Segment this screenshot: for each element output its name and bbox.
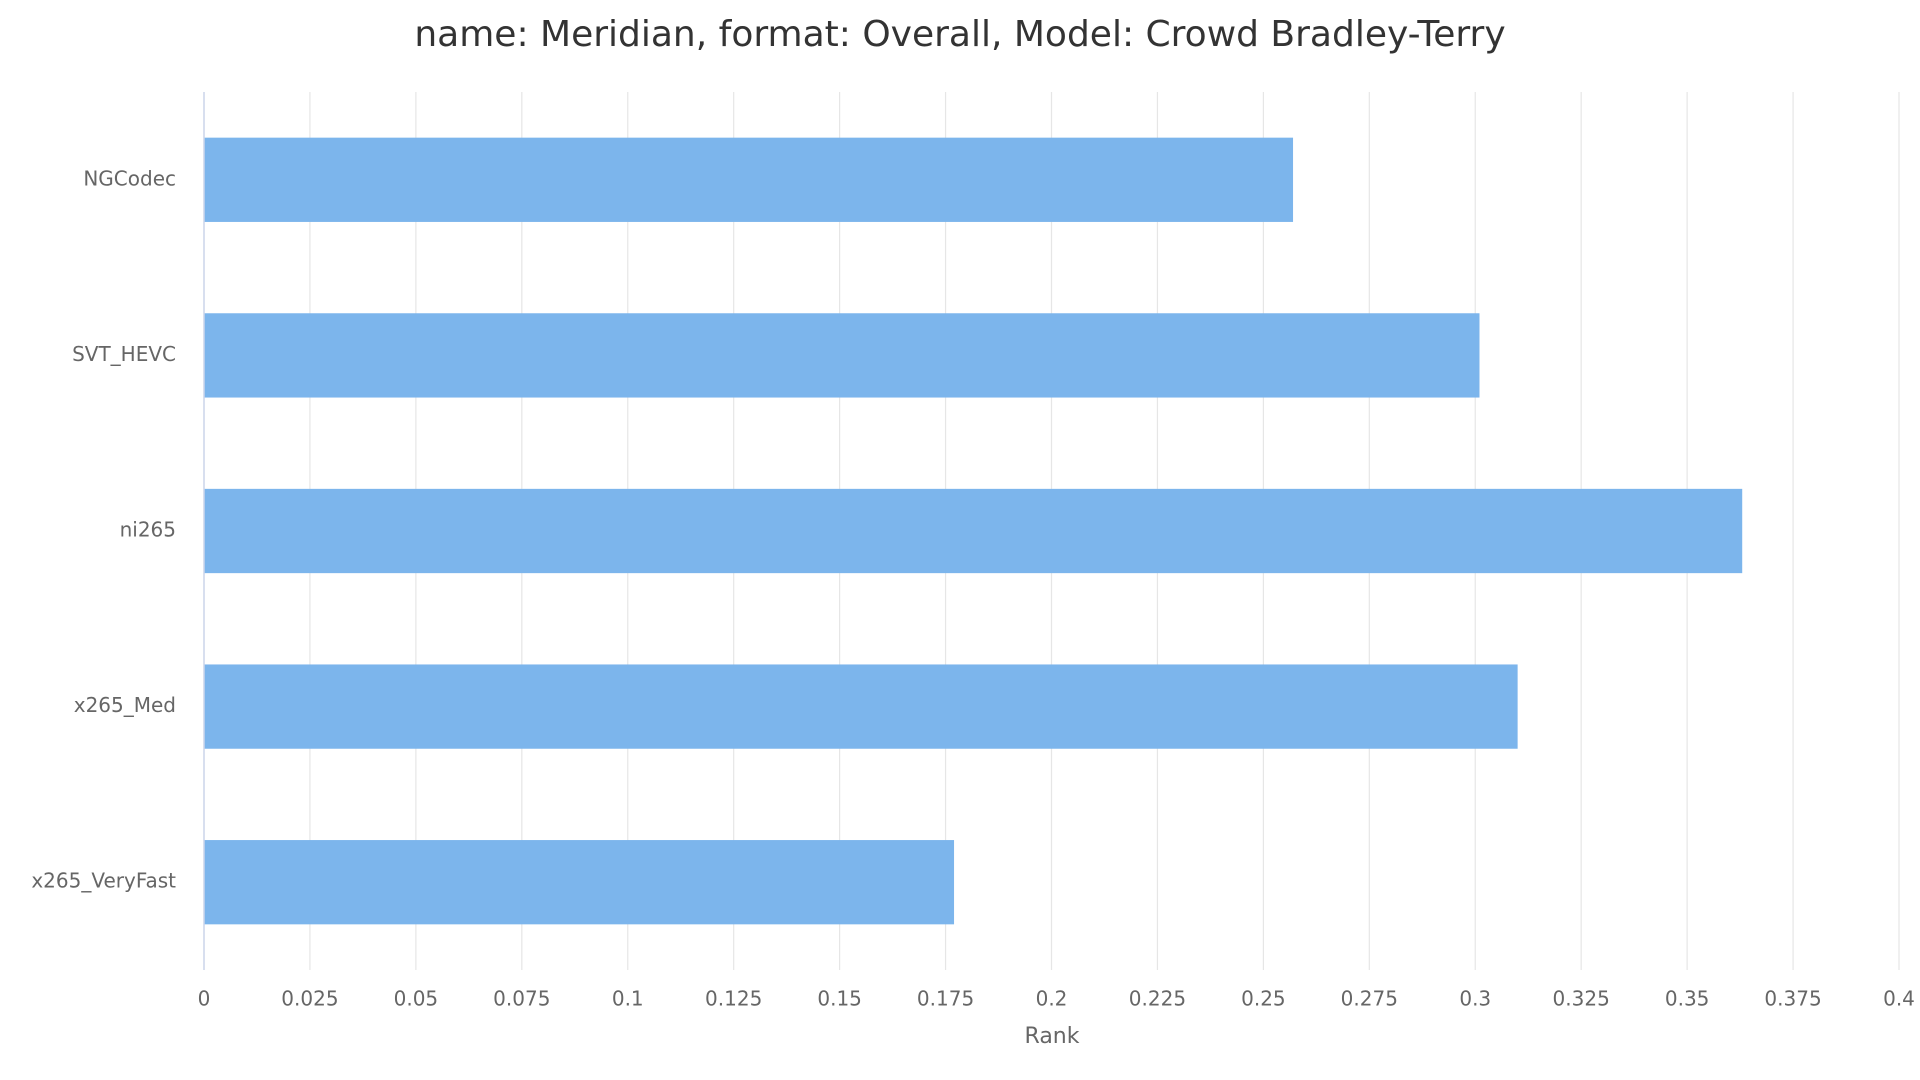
grid: 0 0.025 0.05 0.075 0.1 0.125 0.15 0.175 0.2 0.225… — [198, 92, 1915, 1011]
y-tick-label: NGCodec — [83, 166, 176, 190]
y-tick-label: x265_VeryFast — [31, 869, 176, 893]
x-tick-label: 0.05 — [394, 987, 439, 1011]
x-tick-label: 0.025 — [281, 987, 338, 1011]
x-tick-label: 0.15 — [817, 987, 862, 1011]
x-tick-label: 0.35 — [1665, 987, 1710, 1011]
x-tick-label: 0.375 — [1764, 987, 1821, 1011]
x-tick-label: 0.225 — [1129, 987, 1186, 1011]
bar — [204, 664, 1518, 749]
x-tick-label: 0.325 — [1553, 987, 1610, 1011]
y-tick-label: SVT_HEVC — [72, 342, 176, 366]
bar — [204, 313, 1480, 398]
bars: NGCodec SVT_HEVC ni265 x265_Med x265_VeryFas… — [31, 137, 1743, 925]
bar — [204, 488, 1743, 574]
y-tick-label: x265_Med — [74, 693, 176, 717]
x-tick-label: 0.075 — [493, 987, 550, 1011]
x-tick-label: 0.1 — [612, 987, 644, 1011]
x-axis-label: Rank — [1025, 1024, 1080, 1049]
x-tick-label: 0.175 — [917, 987, 974, 1011]
x-tick-label: 0.4 — [1883, 987, 1915, 1011]
x-tick-label: 0.25 — [1241, 987, 1286, 1011]
y-tick-label: ni265 — [120, 518, 176, 542]
x-tick-label: 0.125 — [705, 987, 762, 1011]
x-tick-label: 0 — [198, 987, 211, 1011]
bar — [204, 137, 1294, 222]
bar — [204, 840, 955, 925]
chart-title: name: Meridian, format: Overall, Model: … — [414, 14, 1505, 55]
x-tick-label: 0.3 — [1459, 987, 1491, 1011]
x-tick-label: 0.2 — [1036, 987, 1068, 1011]
x-tick-label: 0.275 — [1341, 987, 1398, 1011]
